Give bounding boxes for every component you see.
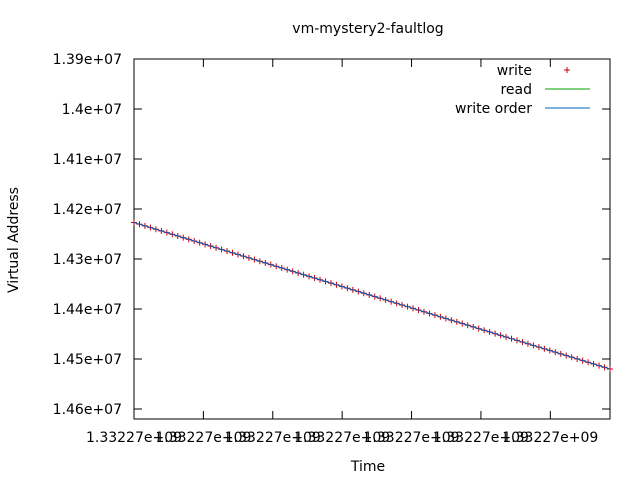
- legend-label: write order: [455, 101, 532, 117]
- y-axis-label: Virtual Address: [6, 187, 22, 293]
- y-tick-label: 1.42e+07: [53, 202, 122, 218]
- x-tick-label: 1.33227e+09: [225, 430, 321, 446]
- legend-label: write: [497, 63, 532, 79]
- write-order-series-line: [133, 222, 611, 370]
- x-tick-label: 1.33227e+09: [294, 430, 390, 446]
- y-tick-label: 1.41e+07: [53, 152, 122, 168]
- legend-label: read: [500, 82, 532, 98]
- y-ticks: 1.39e+07 1.4e+07 1.41e+07 1.42e+07 1.43e+07 1…: [53, 52, 610, 418]
- x-tick-label: 1.33227e+09: [155, 430, 251, 446]
- y-tick-label: 1.44e+07: [53, 302, 122, 318]
- chart-title: vm-mystery2-faultlog: [292, 21, 443, 37]
- x-tick-label: 1.33227e+09: [86, 430, 182, 446]
- y-tick-label: 1.46e+07: [53, 402, 122, 418]
- plot-area-frame: [133, 58, 611, 420]
- x-tick-label: 1.33227e+09: [433, 430, 529, 446]
- x-tick-label: 1.33227e+09: [364, 430, 460, 446]
- y-tick-label: 1.4e+07: [62, 102, 122, 118]
- x-axis-label: Time: [350, 459, 385, 475]
- legend: write read write order: [455, 63, 590, 117]
- y-tick-label: 1.43e+07: [53, 252, 122, 268]
- x-tick-label: 1.33227e+09: [502, 430, 598, 446]
- x-ticks: 1.33227e+091.33227e+091.33227e+091.33227…: [86, 59, 598, 446]
- series-layer: [131, 219, 613, 372]
- y-tick-label: 1.45e+07: [53, 352, 122, 368]
- y-tick-label: 1.39e+07: [53, 52, 122, 68]
